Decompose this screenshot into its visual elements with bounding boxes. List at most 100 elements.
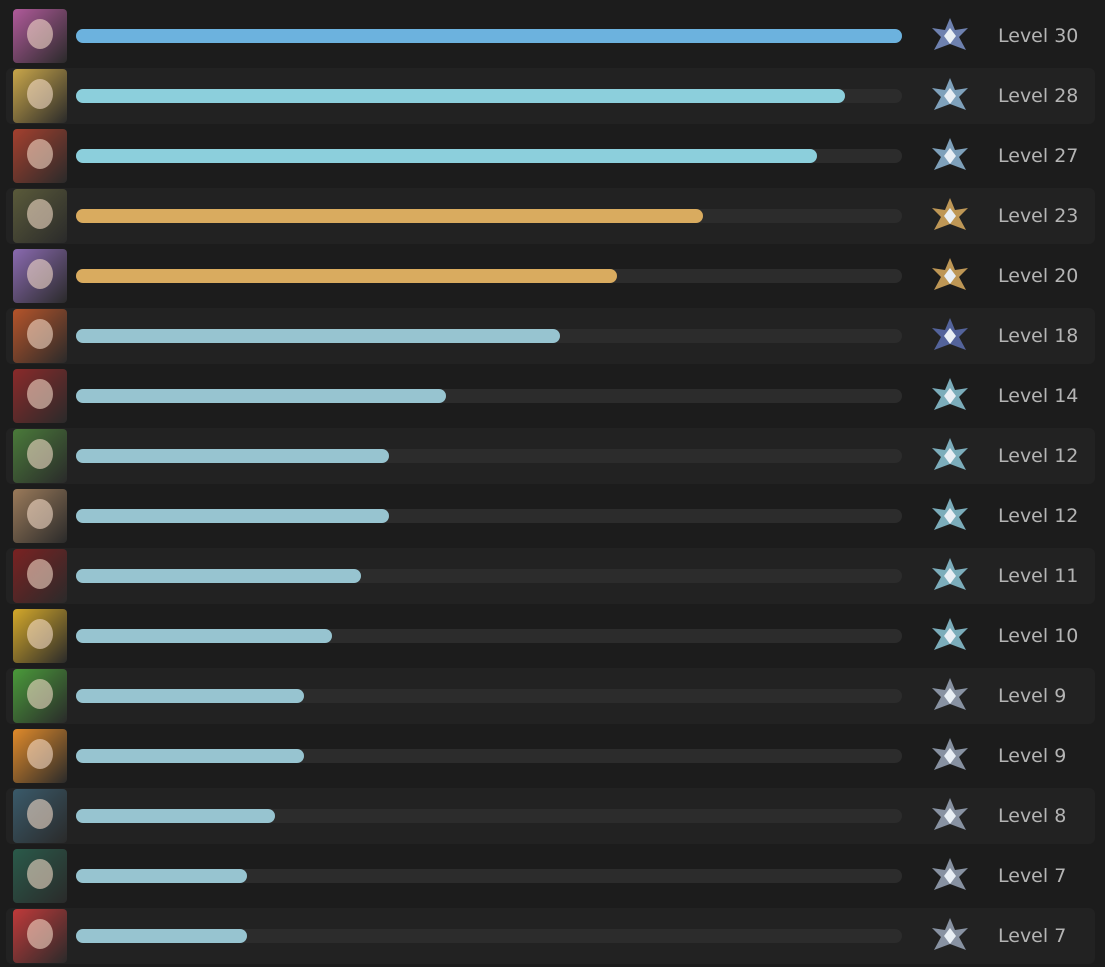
badge-core bbox=[944, 28, 956, 44]
level-label: Level 8 bbox=[998, 805, 1067, 827]
avatar-face bbox=[27, 919, 53, 949]
badge-core bbox=[944, 748, 956, 764]
progress-bar bbox=[76, 29, 902, 43]
hero-row: Level 11 bbox=[6, 548, 1095, 604]
badge-core bbox=[944, 868, 956, 884]
level-label: Level 27 bbox=[998, 145, 1079, 167]
avatar-face bbox=[27, 619, 53, 649]
progress-track bbox=[76, 929, 902, 943]
progress-track bbox=[76, 629, 902, 643]
hero-row: Level 8 bbox=[6, 788, 1095, 844]
hero-row: Level 10 bbox=[6, 608, 1095, 664]
badge-core bbox=[944, 208, 956, 224]
progress-track bbox=[76, 269, 902, 283]
progress-track bbox=[76, 449, 902, 463]
avatar-face bbox=[27, 19, 53, 49]
hero-row: Level 12 bbox=[6, 488, 1095, 544]
avatar-face bbox=[27, 799, 53, 829]
progress-bar bbox=[76, 689, 304, 703]
progress-bar bbox=[76, 509, 390, 523]
avatar-face bbox=[27, 739, 53, 769]
progress-bar bbox=[76, 209, 703, 223]
level-label: Level 9 bbox=[998, 685, 1067, 707]
avatar-face bbox=[27, 679, 53, 709]
hero-row: Level 28 bbox=[6, 68, 1095, 124]
progress-track bbox=[76, 749, 902, 763]
hero-row: Level 27 bbox=[6, 128, 1095, 184]
avatar-face bbox=[27, 199, 53, 229]
hero-avatar bbox=[13, 129, 67, 183]
hero-avatar bbox=[13, 189, 67, 243]
hero-row: Level 23 bbox=[6, 188, 1095, 244]
rank-badge bbox=[932, 858, 968, 890]
rank-badge bbox=[932, 318, 968, 350]
avatar-face bbox=[27, 139, 53, 169]
avatar-face bbox=[27, 379, 53, 409]
rank-badge bbox=[932, 138, 968, 170]
progress-track bbox=[76, 569, 902, 583]
badge-core bbox=[944, 328, 956, 344]
hero-row: Level 20 bbox=[6, 248, 1095, 304]
progress-track bbox=[76, 809, 902, 823]
progress-track bbox=[76, 329, 902, 343]
progress-bar bbox=[76, 929, 247, 943]
level-label: Level 23 bbox=[998, 205, 1079, 227]
badge-core bbox=[944, 508, 956, 524]
hero-avatar bbox=[13, 669, 67, 723]
rank-badge bbox=[932, 558, 968, 590]
progress-bar bbox=[76, 89, 845, 103]
avatar-face bbox=[27, 259, 53, 289]
badge-core bbox=[944, 388, 956, 404]
progress-track bbox=[76, 689, 902, 703]
progress-bar bbox=[76, 329, 561, 343]
hero-row: Level 14 bbox=[6, 368, 1095, 424]
rank-badge bbox=[932, 78, 968, 110]
level-label: Level 30 bbox=[998, 25, 1079, 47]
hero-avatar bbox=[13, 849, 67, 903]
level-label: Level 10 bbox=[998, 625, 1079, 647]
level-label: Level 28 bbox=[998, 85, 1079, 107]
badge-core bbox=[944, 148, 956, 164]
badge-core bbox=[944, 448, 956, 464]
rank-badge bbox=[932, 678, 968, 710]
hero-avatar bbox=[13, 609, 67, 663]
hero-avatar bbox=[13, 909, 67, 963]
progress-bar bbox=[76, 149, 817, 163]
rank-badge bbox=[932, 378, 968, 410]
avatar-face bbox=[27, 439, 53, 469]
badge-core bbox=[944, 568, 956, 584]
rank-badge bbox=[932, 198, 968, 230]
rank-badge bbox=[932, 618, 968, 650]
badge-core bbox=[944, 268, 956, 284]
hero-avatar bbox=[13, 549, 67, 603]
progress-track bbox=[76, 89, 902, 103]
badge-core bbox=[944, 928, 956, 944]
avatar-face bbox=[27, 859, 53, 889]
hero-row: Level 7 bbox=[6, 908, 1095, 964]
hero-row: Level 18 bbox=[6, 308, 1095, 364]
progress-track bbox=[76, 29, 902, 43]
hero-avatar bbox=[13, 249, 67, 303]
rank-badge bbox=[932, 18, 968, 50]
hero-row: Level 12 bbox=[6, 428, 1095, 484]
level-label: Level 14 bbox=[998, 385, 1079, 407]
badge-core bbox=[944, 808, 956, 824]
avatar-face bbox=[27, 319, 53, 349]
hero-avatar bbox=[13, 429, 67, 483]
progress-bar bbox=[76, 269, 618, 283]
level-label: Level 12 bbox=[998, 505, 1079, 527]
progress-track bbox=[76, 509, 902, 523]
badge-core bbox=[944, 688, 956, 704]
rank-badge bbox=[932, 918, 968, 950]
progress-track bbox=[76, 149, 902, 163]
rank-badge bbox=[932, 438, 968, 470]
level-label: Level 9 bbox=[998, 745, 1067, 767]
badge-core bbox=[944, 88, 956, 104]
hero-avatar bbox=[13, 789, 67, 843]
level-label: Level 11 bbox=[998, 565, 1079, 587]
progress-track bbox=[76, 389, 902, 403]
hero-avatar bbox=[13, 69, 67, 123]
rank-badge bbox=[932, 498, 968, 530]
hero-row: Level 9 bbox=[6, 668, 1095, 724]
